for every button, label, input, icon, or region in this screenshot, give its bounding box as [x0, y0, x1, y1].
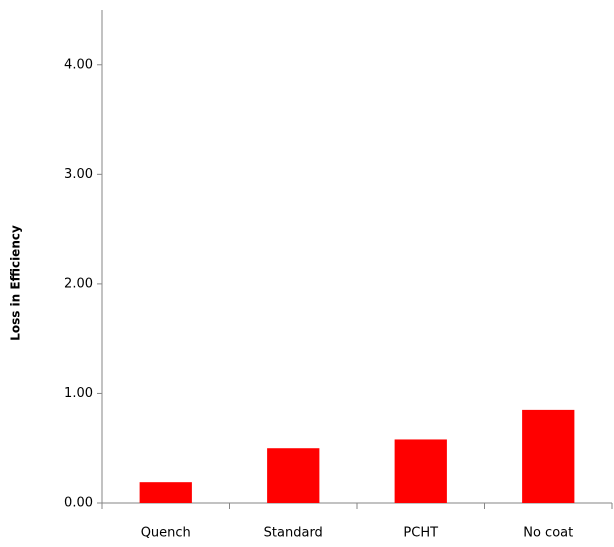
- x-tick-label: No coat: [523, 526, 573, 541]
- y-tick-label: 0.00: [64, 496, 93, 511]
- y-tick-label: 4.00: [64, 57, 93, 72]
- y-axis-label: Loss in Efficiency: [9, 225, 23, 341]
- y-tick-label: 2.00: [64, 276, 93, 291]
- y-tick-label: 1.00: [64, 386, 93, 401]
- bar: [267, 448, 320, 503]
- y-tick-label: 3.00: [64, 167, 93, 182]
- bar: [394, 439, 447, 503]
- x-tick-label: Quench: [141, 526, 191, 541]
- bar: [139, 482, 192, 503]
- x-tick-label: PCHT: [403, 526, 438, 541]
- x-tick-label: Standard: [264, 526, 323, 541]
- bar: [522, 409, 575, 503]
